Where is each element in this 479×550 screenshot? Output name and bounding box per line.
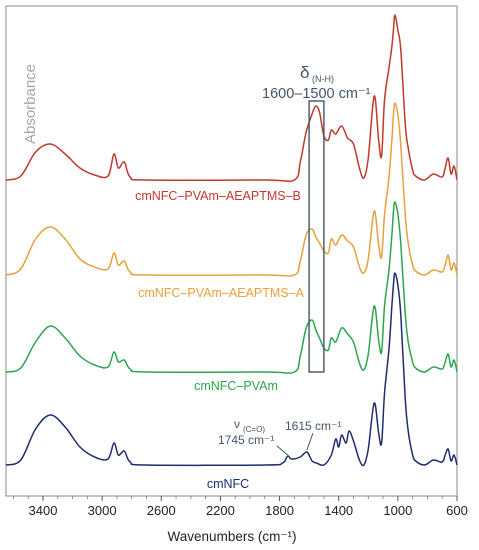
series-label-B: cmNFC–PVAm–AEAPTMS–B [135, 189, 301, 203]
series-label-A: cmNFC–PVAm–AEAPTMS–A [138, 286, 304, 300]
series-line-0 [5, 14, 458, 183]
peak-1615-label: 1615 cm⁻¹ [285, 419, 341, 433]
nu-value-label: 1745 cm⁻¹ [218, 433, 274, 447]
x-axis-title: Wavenumbers (cm⁻¹) [168, 529, 297, 544]
series-line-1 [5, 102, 458, 277]
plot-frame [5, 5, 458, 497]
x-tick-label-3400: 3400 [29, 503, 58, 518]
x-tick-label-600: 600 [446, 503, 468, 518]
nu-leader-line [276, 445, 289, 456]
nu-symbol: ν [234, 417, 240, 431]
series-label-cmnfc: cmNFC [207, 477, 249, 491]
delta-symbol: δ [300, 63, 309, 82]
x-tick-label-2200: 2200 [206, 503, 235, 518]
peak-1615-leader-line [306, 432, 314, 451]
nu-subscript: (C=O) [243, 425, 265, 434]
delta-range-label: 1600–1500 cm⁻¹ [262, 86, 371, 102]
nh-band-box [308, 100, 325, 373]
x-tick-label-2600: 2600 [147, 503, 176, 518]
x-tick-label-3000: 3000 [88, 503, 117, 518]
y-axis-title: Absorbance [22, 64, 39, 144]
x-tick-label-1000: 1000 [383, 503, 412, 518]
x-tick-label-1400: 1400 [324, 503, 353, 518]
series-line-3 [5, 272, 458, 467]
x-tick-label-1800: 1800 [265, 503, 294, 518]
spectra [5, 14, 458, 467]
series-label-pvam: cmNFC–PVAm [194, 379, 278, 393]
series-line-2 [5, 201, 458, 374]
x-axis: 3400 3000 2600 2200 1800 1400 1000 600 [12, 496, 468, 518]
delta-subscript: (N-H) [312, 74, 334, 84]
